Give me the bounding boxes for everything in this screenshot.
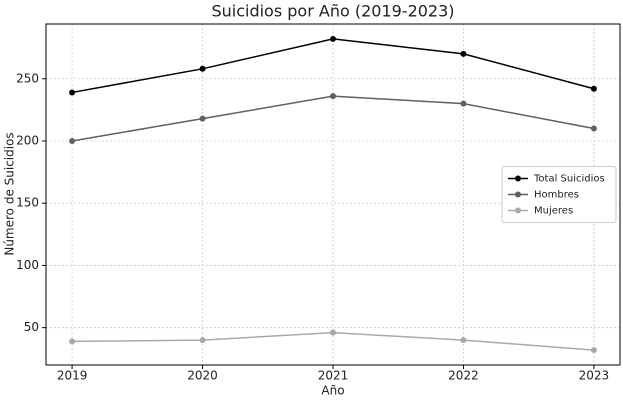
y-axis-label: Número de Suicidios [3, 132, 17, 255]
x-tick-label: 2020 [187, 369, 218, 383]
y-tick-label: 100 [16, 258, 39, 272]
legend-label: Mujeres [534, 206, 573, 217]
point [199, 337, 206, 344]
plot-frame [45, 23, 621, 366]
y-tick-label: 250 [16, 71, 39, 85]
point [330, 93, 336, 100]
point [460, 50, 467, 57]
point [590, 347, 597, 354]
y-tick-label: 150 [16, 196, 39, 210]
point [69, 338, 76, 345]
point [199, 65, 206, 72]
legend-box [501, 166, 617, 223]
legend-marker [515, 207, 521, 214]
point [590, 125, 597, 132]
point [330, 329, 336, 336]
legend-label: Total Suicidios [533, 174, 605, 185]
x-tick-label: 2019 [57, 369, 88, 383]
chart-title: Suicidios por Año (2019-2023) [211, 2, 454, 21]
legend-marker [515, 191, 521, 198]
point [460, 337, 467, 344]
point [330, 35, 336, 42]
point [69, 89, 76, 96]
x-tick-label: 2022 [448, 369, 479, 383]
y-tick-label: 200 [16, 133, 39, 147]
point [460, 100, 467, 107]
series-line [71, 95, 595, 142]
y-tick-label: 50 [24, 320, 39, 334]
legend: Total Suicidios Hombres Mujeres [501, 166, 617, 223]
point [69, 137, 76, 144]
legend-marker [515, 175, 521, 182]
legend-label: Hombres [534, 190, 579, 201]
x-axis-label: Año [321, 384, 344, 398]
x-tick-label: 2023 [579, 369, 610, 383]
point [590, 85, 597, 92]
x-tick-label: 2021 [318, 369, 349, 383]
point [199, 115, 206, 122]
